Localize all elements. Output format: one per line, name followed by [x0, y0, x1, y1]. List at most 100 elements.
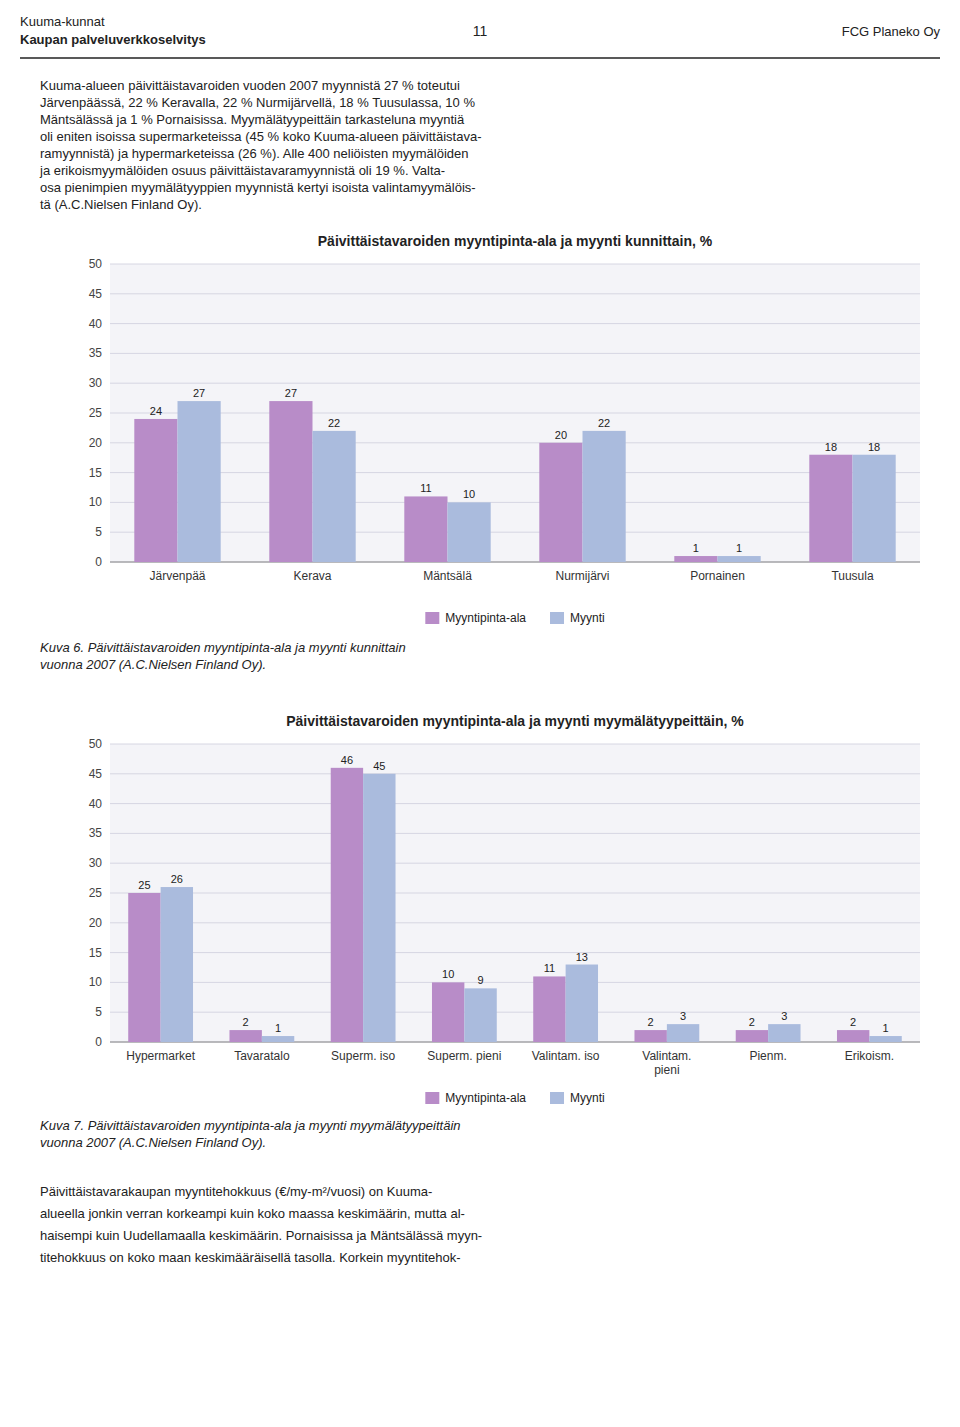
- y-tick-label: 15: [89, 946, 103, 960]
- x-tick-label-line: pieni: [654, 1063, 679, 1077]
- x-tick-label-line: Valintam. iso: [532, 1049, 600, 1063]
- data-label: 20: [555, 429, 567, 441]
- chart: Päivittäistavaroiden myyntipinta-ala ja …: [89, 713, 920, 1105]
- data-label: 1: [275, 1022, 281, 1034]
- legend-swatch: [550, 1092, 564, 1104]
- header-line1: Kuuma-kunnat: [20, 14, 105, 29]
- y-tick-label: 50: [89, 257, 103, 271]
- intro-line: Kuuma-alueen päivittäistavaroiden vuoden…: [40, 78, 460, 93]
- x-axis-line: [110, 562, 920, 563]
- data-label: 26: [171, 873, 183, 885]
- grid-line: [110, 1012, 920, 1013]
- y-tick-label: 10: [89, 495, 103, 509]
- y-tick-label: 15: [89, 466, 103, 480]
- y-tick-label: 10: [89, 975, 103, 989]
- bar: [736, 1030, 768, 1042]
- data-label: 27: [193, 387, 205, 399]
- body-line: haisempi kuin Uudellamaalla keskimäärin.…: [40, 1228, 482, 1243]
- y-tick-label: 30: [89, 376, 103, 390]
- data-label: 13: [576, 951, 588, 963]
- chart: Päivittäistavaroiden myyntipinta-ala ja …: [89, 233, 920, 625]
- bar: [674, 556, 717, 562]
- grid-line: [110, 803, 920, 804]
- x-tick-label-line: Superm. pieni: [427, 1049, 501, 1063]
- data-label: 11: [420, 482, 431, 494]
- caption-line: vuonna 2007 (A.C.Nielsen Finland Oy).: [40, 1135, 266, 1150]
- body-line: Päivittäistavarakaupan myyntitehokkuus (…: [40, 1184, 432, 1199]
- bar: [161, 887, 193, 1042]
- data-label: 2: [243, 1016, 249, 1028]
- grid-line: [110, 264, 920, 265]
- caption-line: Kuva 7. Päivittäistavaroiden myyntipinta…: [40, 1118, 461, 1133]
- bar: [134, 419, 177, 562]
- x-tick-label-line: Superm. iso: [331, 1049, 395, 1063]
- legend: Myyntipinta-alaMyynti: [425, 1091, 604, 1105]
- y-tick-label: 30: [89, 856, 103, 870]
- body-line: alueella jonkin verran korkeampi kuin ko…: [40, 1206, 465, 1221]
- grid-line: [110, 562, 920, 563]
- y-tick-label: 45: [89, 287, 103, 301]
- x-tick-label-line: Pornainen: [690, 569, 745, 583]
- x-tick-label: Järvenpää: [149, 569, 205, 583]
- x-tick-label: Mäntsälä: [423, 569, 472, 583]
- data-label: 2: [648, 1016, 654, 1028]
- data-label: 2: [850, 1016, 856, 1028]
- x-tick-label: Kerava: [293, 569, 331, 583]
- legend-label: Myynti: [570, 611, 605, 625]
- data-label: 10: [463, 488, 475, 500]
- bar: [566, 965, 598, 1042]
- x-tick-label: Pornainen: [690, 569, 745, 583]
- chart-title: Päivittäistavaroiden myyntipinta-ala ja …: [318, 233, 713, 249]
- grid-line: [110, 442, 920, 443]
- data-label: 3: [680, 1010, 686, 1022]
- bar: [837, 1030, 869, 1042]
- bar: [448, 502, 491, 562]
- y-tick-label: 50: [89, 737, 103, 751]
- bar: [583, 431, 626, 562]
- x-tick-label-line: Valintam.: [642, 1049, 691, 1063]
- legend-swatch: [425, 1092, 439, 1104]
- x-tick-label-line: Nurmijärvi: [556, 569, 610, 583]
- y-tick-label: 40: [89, 317, 103, 331]
- bar: [464, 988, 496, 1042]
- header-rule: [20, 57, 940, 59]
- bar: [269, 401, 312, 562]
- header-line2: Kaupan palveluverkkoselvitys: [20, 32, 206, 47]
- grid-line: [110, 502, 920, 503]
- bar: [313, 431, 356, 562]
- grid-line: [110, 893, 920, 894]
- body-line: titehokkuus on koko maan keskimääräisell…: [40, 1250, 461, 1265]
- data-label: 18: [825, 441, 837, 453]
- plot-area: [110, 264, 920, 562]
- bar: [667, 1024, 699, 1042]
- bar: [363, 774, 395, 1042]
- data-label: 25: [138, 879, 150, 891]
- bar: [178, 401, 221, 562]
- y-tick-label: 40: [89, 797, 103, 811]
- intro-line: ramyynnistä) ja hypermarketeissa (26 %).…: [40, 146, 468, 161]
- y-tick-label: 0: [95, 555, 102, 569]
- x-tick-label: Valintam.pieni: [642, 1049, 691, 1077]
- legend: Myyntipinta-alaMyynti: [425, 611, 604, 625]
- bars: [128, 768, 902, 1042]
- grid-line: [110, 383, 920, 384]
- x-tick-label: Superm. iso: [331, 1049, 395, 1063]
- data-labels: 2427112011827221022118: [150, 387, 880, 554]
- caption-line: vuonna 2007 (A.C.Nielsen Finland Oy).: [40, 657, 266, 672]
- bar: [331, 768, 363, 1042]
- x-tick-label: Erikoism.: [845, 1049, 894, 1063]
- data-label: 2: [749, 1016, 755, 1028]
- intro-line: Järvenpäässä, 22 % Keravalla, 22 % Nurmi…: [40, 95, 475, 110]
- grid-line: [110, 353, 920, 354]
- x-tick-label-line: Mäntsälä: [423, 569, 472, 583]
- data-label: 46: [341, 754, 353, 766]
- y-tick-label: 35: [89, 346, 103, 360]
- grid-line: [110, 293, 920, 294]
- grid-line: [110, 922, 920, 923]
- bar: [768, 1024, 800, 1042]
- data-label: 18: [868, 441, 880, 453]
- caption-line: Kuva 6. Päivittäistavaroiden myyntipinta…: [40, 640, 406, 655]
- plot-area: [110, 744, 920, 1042]
- x-tick-label: Hypermarket: [126, 1049, 195, 1063]
- y-tick-label: 20: [89, 436, 103, 450]
